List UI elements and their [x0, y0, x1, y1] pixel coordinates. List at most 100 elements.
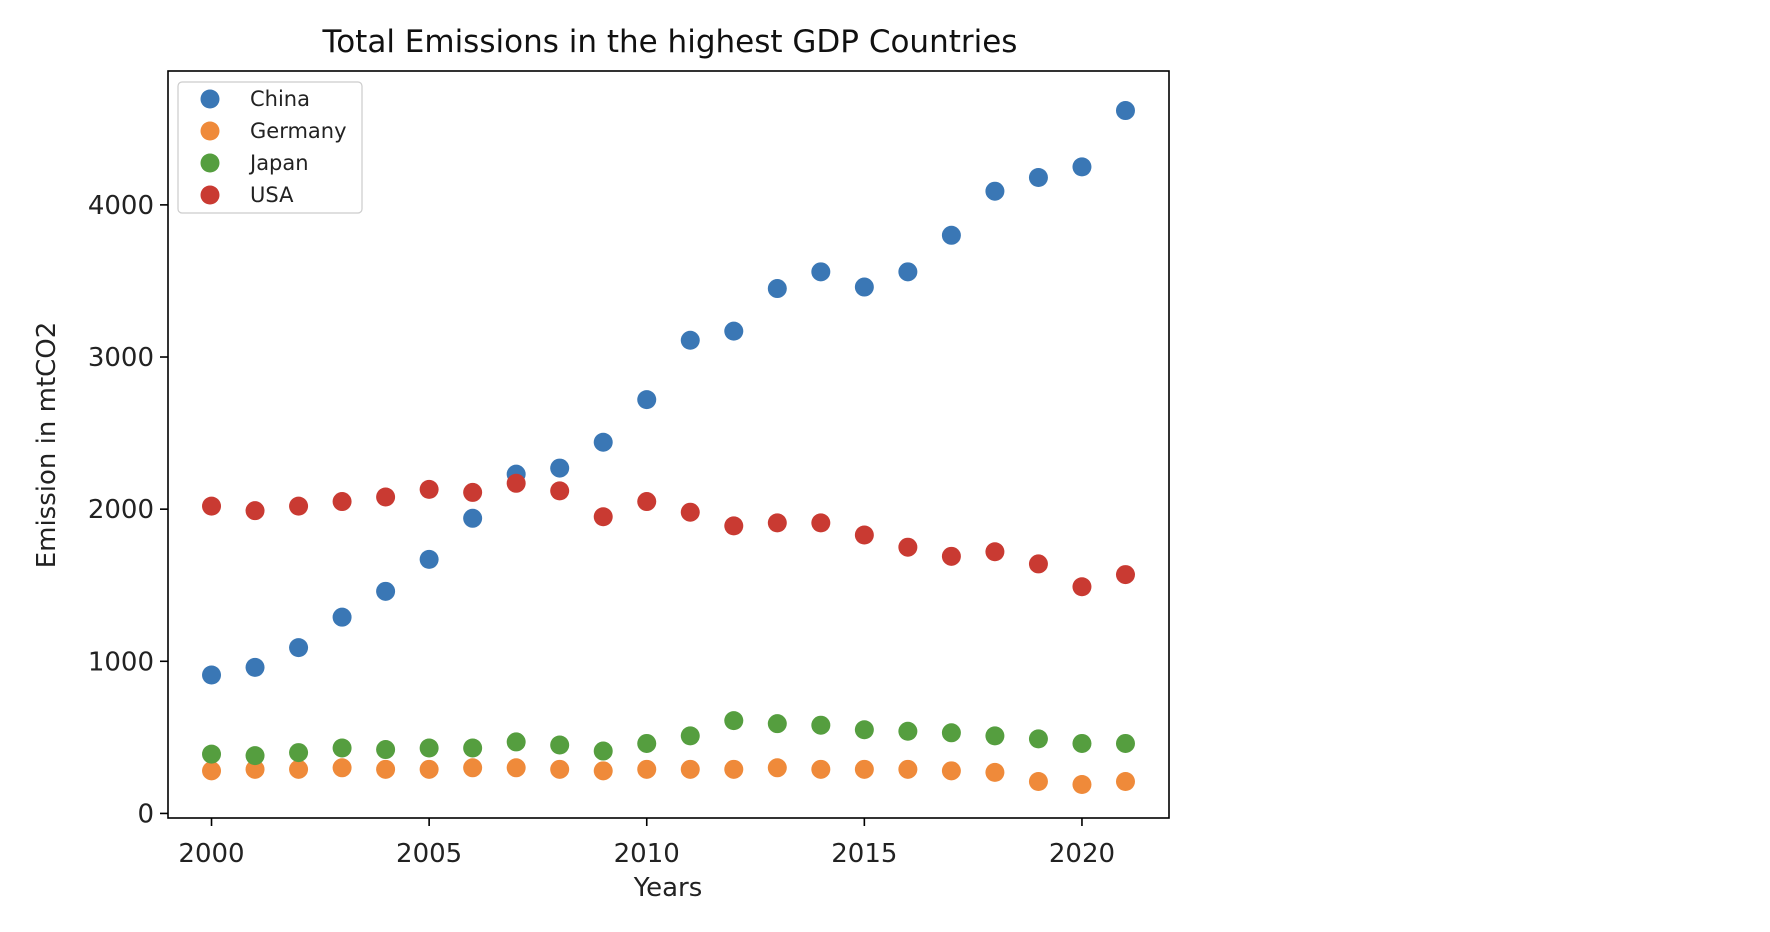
point-japan-2019	[1028, 729, 1048, 749]
point-japan-2004	[376, 740, 396, 760]
point-germany-2010	[637, 759, 657, 779]
point-usa-2017	[941, 546, 961, 566]
point-japan-2003	[332, 738, 352, 758]
point-germany-2008	[550, 759, 570, 779]
point-usa-2020	[1072, 577, 1092, 597]
point-germany-2018	[985, 762, 1005, 782]
point-germany-2002	[289, 759, 309, 779]
point-germany-2020	[1072, 775, 1092, 795]
point-japan-2009	[593, 741, 613, 761]
point-china-2015	[854, 277, 874, 297]
point-china-2010	[637, 390, 657, 410]
point-japan-2011	[680, 726, 700, 746]
point-japan-2015	[854, 720, 874, 740]
x-axis-label: Years	[633, 873, 703, 903]
point-germany-2000	[202, 761, 222, 781]
point-japan-2008	[550, 735, 570, 755]
point-usa-2013	[767, 513, 787, 533]
point-usa-2015	[854, 525, 874, 545]
point-japan-2016	[898, 721, 918, 741]
legend-label-japan: Japan	[248, 151, 309, 175]
legend-marker-usa	[200, 185, 220, 205]
point-usa-2008	[550, 481, 570, 501]
point-germany-2017	[941, 761, 961, 781]
point-germany-2009	[593, 761, 613, 781]
point-germany-2019	[1028, 771, 1048, 791]
point-china-2016	[898, 262, 918, 282]
x-tick-label-2010: 2010	[614, 839, 680, 869]
point-usa-2005	[419, 479, 439, 499]
point-germany-2011	[680, 759, 700, 779]
point-usa-2007	[506, 473, 526, 493]
point-china-2019	[1028, 167, 1048, 187]
point-germany-2014	[811, 759, 831, 779]
y-tick-label-1000: 1000	[88, 647, 154, 677]
point-germany-2005	[419, 759, 439, 779]
legend-label-germany: Germany	[250, 119, 347, 143]
point-usa-2003	[332, 492, 352, 512]
point-china-2013	[767, 279, 787, 299]
point-japan-2001	[245, 746, 265, 766]
y-tick-label-2000: 2000	[88, 495, 154, 525]
x-tick-label-2015: 2015	[831, 839, 897, 869]
legend: China Germany Japan USA	[177, 81, 363, 214]
point-china-2005	[419, 549, 439, 569]
point-japan-2006	[463, 738, 483, 758]
y-tick-label-0: 0	[137, 799, 154, 829]
point-germany-2003	[332, 758, 352, 778]
point-japan-2010	[637, 733, 657, 753]
legend-marker-japan	[200, 153, 220, 173]
point-japan-2021	[1115, 733, 1135, 753]
x-tick-label-2000: 2000	[178, 839, 244, 869]
point-usa-2018	[985, 542, 1005, 562]
point-china-2003	[332, 607, 352, 627]
x-tick-label-2020: 2020	[1049, 839, 1115, 869]
point-usa-2002	[289, 496, 309, 516]
point-germany-2004	[376, 759, 396, 779]
point-usa-2004	[376, 487, 396, 507]
point-japan-2012	[724, 711, 744, 731]
point-china-2011	[680, 330, 700, 350]
legend-label-usa: USA	[250, 183, 294, 207]
point-germany-2015	[854, 759, 874, 779]
plot-frame	[167, 70, 1170, 819]
point-china-2004	[376, 581, 396, 601]
chart-title: Total Emissions in the highest GDP Count…	[322, 24, 1018, 60]
point-germany-2001	[245, 759, 265, 779]
point-usa-2011	[680, 502, 700, 522]
point-china-2012	[724, 321, 744, 341]
point-usa-2009	[593, 507, 613, 527]
y-tick-label-3000: 3000	[88, 343, 154, 373]
legend-box	[177, 81, 363, 214]
legend-label-china: China	[250, 87, 310, 111]
legend-marker-germany	[200, 121, 220, 141]
point-usa-2000	[202, 496, 222, 516]
point-germany-2013	[767, 758, 787, 778]
y-axis-label: Emission in mtCO2	[32, 322, 62, 569]
data-points	[202, 101, 1135, 795]
legend-marker-china	[200, 89, 220, 109]
y-tick-label-4000: 4000	[88, 191, 154, 221]
point-usa-2010	[637, 492, 657, 512]
point-usa-2019	[1028, 554, 1048, 574]
point-germany-2012	[724, 759, 744, 779]
point-china-2001	[245, 657, 265, 677]
point-japan-2002	[289, 743, 309, 763]
point-china-2006	[463, 508, 483, 528]
point-china-2014	[811, 262, 831, 282]
point-china-2021	[1115, 101, 1135, 121]
point-usa-2014	[811, 513, 831, 533]
point-germany-2007	[506, 758, 526, 778]
point-china-2000	[202, 665, 222, 685]
x-tick-label-2005: 2005	[396, 839, 462, 869]
x-axis: 2000 2005 2010 2015 2020	[178, 818, 1115, 869]
point-usa-2021	[1115, 565, 1135, 585]
point-japan-2014	[811, 715, 831, 735]
point-china-2002	[289, 638, 309, 658]
y-axis: 0 1000 2000 3000 4000	[88, 191, 168, 829]
point-japan-2013	[767, 714, 787, 734]
point-china-2020	[1072, 157, 1092, 177]
point-japan-2007	[506, 732, 526, 752]
point-germany-2006	[463, 758, 483, 778]
